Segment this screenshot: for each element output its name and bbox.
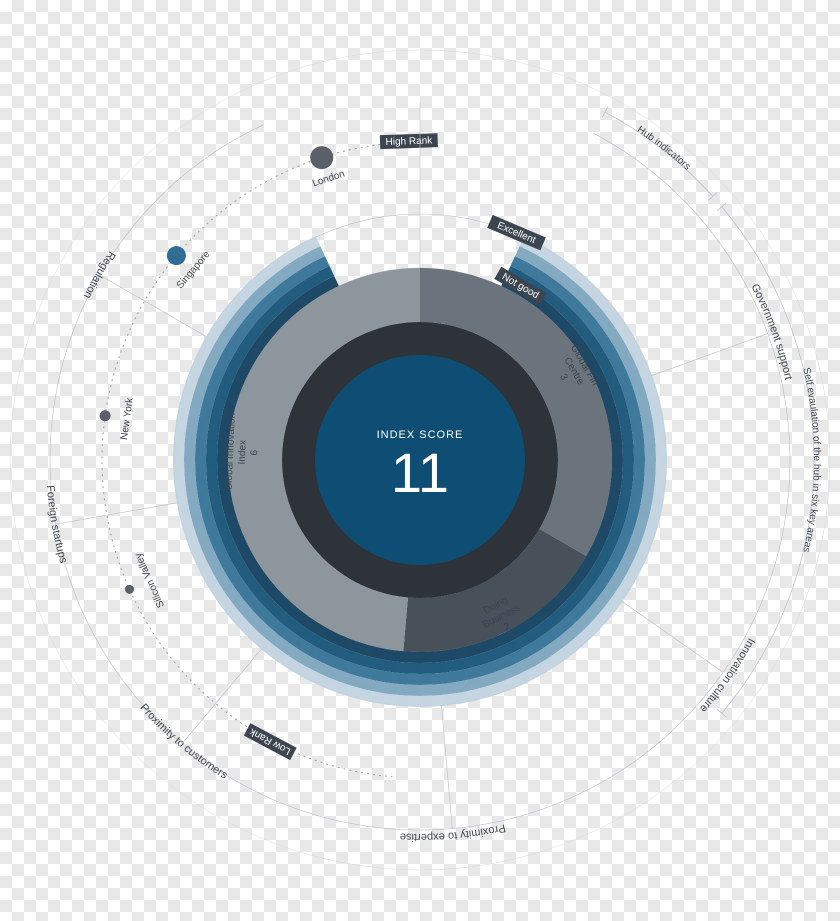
city-dot-silicon-valley [125, 585, 134, 594]
header-self-eval: Self evaulation of the hub in six key ar… [800, 367, 822, 554]
category-tick [56, 503, 178, 525]
category-label-proximity-expertise: Proximity to expertise [400, 821, 507, 843]
tag-high-rank: High Rank [380, 133, 438, 149]
score-label: INDEX SCORE [377, 429, 464, 441]
radial-chart: Government support Innovation culture Prox… [0, 0, 840, 921]
city-label-london: London [311, 169, 346, 190]
svg-text:6: 6 [249, 449, 260, 455]
category-label-government-support: Government support [749, 282, 795, 381]
city-label-new-york: New York [119, 396, 136, 440]
city-label-silicon-valley: Silicon Valley [133, 551, 167, 609]
category-tick [100, 275, 207, 337]
city-dot-singapore [167, 246, 186, 265]
header-arc [605, 112, 713, 196]
svg-text:High Rank: High Rank [385, 135, 433, 148]
svg-text:Index: Index [237, 440, 249, 465]
category-label-innovation-culture: Innovation culture [697, 636, 757, 714]
city-dot-london [310, 146, 333, 169]
header-arc [722, 207, 814, 714]
category-label-regulation: Regulation [81, 249, 118, 300]
tag-excellent: Excellent [487, 215, 546, 250]
tag-low-rank: Low Rank [244, 723, 297, 760]
city-dot-new-york [100, 410, 111, 421]
chart-stage: Government support Innovation culture Prox… [0, 0, 840, 921]
score-value: 11 [391, 441, 449, 504]
category-label-foreign-startups: Foreign startups [44, 485, 70, 565]
category-tick [651, 333, 768, 375]
category-tick [441, 705, 452, 829]
category-tick [622, 601, 724, 672]
